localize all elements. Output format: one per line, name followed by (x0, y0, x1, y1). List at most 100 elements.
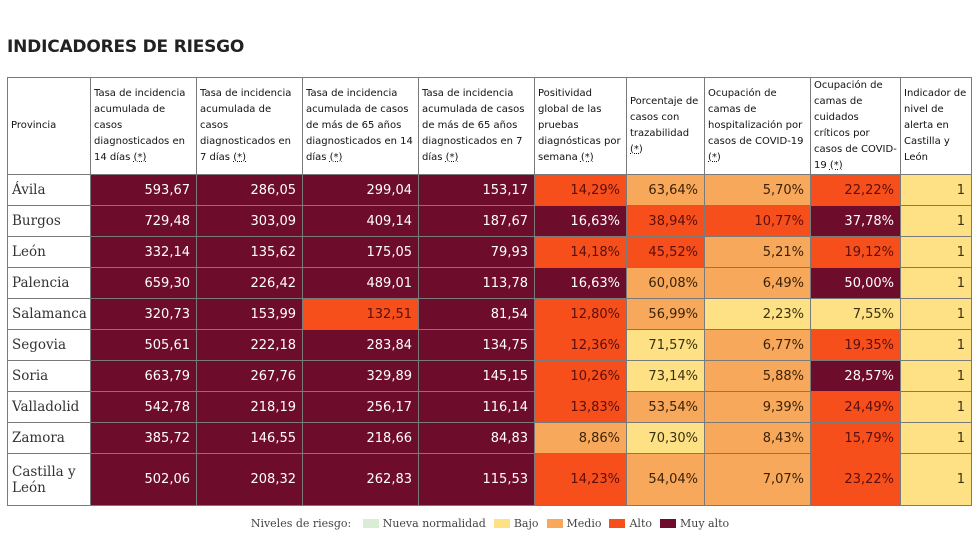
province-cell: Burgos (7, 205, 91, 237)
column-header-label: Tasa de incidencia acumulada de casos di… (94, 88, 186, 163)
table-row: Segovia 505,61 222,18 283,84 134,75 12,36% 71,… (7, 329, 972, 361)
indicator-value-cell: 542,78 (90, 391, 197, 423)
legend-label: Niveles de riesgo: (250, 517, 352, 530)
indicator-value-cell: 16,63% (534, 205, 627, 237)
province-cell: Ávila (7, 174, 91, 206)
legend-item-alto: Alto (609, 517, 652, 530)
indicator-value-cell: 7,07% (704, 453, 811, 506)
indicator-value-cell: 153,99 (196, 298, 303, 330)
indicator-value-cell: 489,01 (302, 267, 419, 299)
indicator-value-cell: 8,43% (704, 422, 811, 454)
column-header: Positividad global de las pruebas diagnó… (534, 77, 627, 175)
indicator-value-cell: 24,49% (810, 391, 901, 423)
indicator-value-cell: 218,66 (302, 422, 419, 454)
indicator-value-cell: 9,39% (704, 391, 811, 423)
indicator-value-cell: 135,62 (196, 236, 303, 268)
province-cell: Castilla y León (7, 453, 91, 506)
indicator-value-cell: 218,19 (196, 391, 303, 423)
legend-item-medio: Medio (546, 517, 601, 530)
indicator-value-cell: 6,49% (704, 267, 811, 299)
province-cell: Segovia (7, 329, 91, 361)
table-row: Valladolid 542,78 218,19 256,17 116,14 13,83%… (7, 391, 972, 423)
indicator-value-cell: 16,63% (534, 267, 627, 299)
indicator-value-cell: 332,14 (90, 236, 197, 268)
indicator-value-cell: 153,17 (418, 174, 535, 206)
indicator-value-cell: 256,17 (302, 391, 419, 423)
column-header: Porcentaje de casos con trazabilidad (*) (626, 77, 705, 175)
indicator-value-cell: 175,05 (302, 236, 419, 268)
indicator-value-cell: 1 (900, 174, 972, 206)
indicator-value-cell: 187,67 (418, 205, 535, 237)
indicator-value-cell: 286,05 (196, 174, 303, 206)
table-header-row: Provincia Tasa de incidencia acumulada de… (7, 77, 972, 175)
footnote-link[interactable]: (*) (708, 152, 721, 163)
indicator-value-cell: 73,14% (626, 360, 705, 392)
indicator-value-cell: 54,04% (626, 453, 705, 506)
legend-item-bajo: Bajo (493, 517, 539, 530)
indicator-value-cell: 13,83% (534, 391, 627, 423)
indicator-value-cell: 10,77% (704, 205, 811, 237)
footnote-link[interactable]: (*) (233, 152, 246, 163)
indicator-value-cell: 663,79 (90, 360, 197, 392)
footnote-link[interactable]: (*) (580, 152, 594, 163)
legend-swatch (660, 519, 676, 528)
legend-swatch (609, 519, 626, 528)
footnote-link[interactable]: (*) (329, 152, 343, 163)
legend-item-muyalto: Muy alto (660, 517, 729, 530)
indicator-value-cell: 79,93 (418, 236, 535, 268)
province-cell: Zamora (7, 422, 91, 454)
indicator-value-cell: 1 (900, 267, 972, 299)
indicator-value-cell: 729,48 (90, 205, 197, 237)
indicator-value-cell: 134,75 (418, 329, 535, 361)
indicator-value-cell: 1 (900, 329, 972, 361)
indicator-value-cell: 14,23% (534, 453, 627, 506)
column-header-label: Ocupación de camas de cuidados críticos … (814, 80, 897, 171)
indicator-value-cell: 14,29% (534, 174, 627, 206)
column-header-label: Tasa de incidencia acumulada de casos de… (422, 88, 525, 163)
legend-item-label: Alto (629, 517, 652, 530)
indicator-value-cell: 37,78% (810, 205, 901, 237)
indicator-value-cell: 299,04 (302, 174, 419, 206)
indicator-value-cell: 63,64% (626, 174, 705, 206)
indicator-value-cell: 267,76 (196, 360, 303, 392)
indicator-value-cell: 1 (900, 236, 972, 268)
column-header: Tasa de incidencia acumulada de casos de… (302, 77, 419, 175)
indicator-value-cell: 23,22% (810, 453, 901, 506)
indicator-value-cell: 50,00% (810, 267, 901, 299)
province-cell: León (7, 236, 91, 268)
indicator-value-cell: 38,94% (626, 205, 705, 237)
indicator-value-cell: 1 (900, 360, 972, 392)
table-row: Zamora 385,72 146,55 218,66 84,83 8,86% 70,30%… (7, 422, 972, 454)
indicator-value-cell: 56,99% (626, 298, 705, 330)
footnote-link[interactable]: (*) (630, 144, 643, 155)
indicator-value-cell: 71,57% (626, 329, 705, 361)
column-header: Tasa de incidencia acumulada de casos di… (90, 77, 197, 175)
column-header: Ocupación de camas de hospitalización po… (704, 77, 811, 175)
indicator-value-cell: 53,54% (626, 391, 705, 423)
indicator-value-cell: 320,73 (90, 298, 197, 330)
indicator-value-cell: 12,36% (534, 329, 627, 361)
risk-indicators-table: Provincia Tasa de incidencia acumulada de… (7, 77, 972, 506)
footnote-link[interactable]: (*) (133, 152, 147, 163)
table-row: Palencia 659,30 226,42 489,01 113,78 16,63% 60… (7, 267, 972, 299)
legend-item-label: Bajo (513, 517, 539, 530)
indicator-value-cell: 10,26% (534, 360, 627, 392)
legend-item-label: Muy alto (680, 517, 730, 530)
indicator-value-cell: 502,06 (90, 453, 197, 506)
footnote-link[interactable]: (*) (829, 160, 843, 171)
indicator-value-cell: 115,53 (418, 453, 535, 506)
footnote-link[interactable]: (*) (445, 152, 459, 163)
column-header: Tasa de incidencia acumulada de casos di… (196, 77, 303, 175)
indicator-value-cell: 84,83 (418, 422, 535, 454)
province-cell: Soria (7, 360, 91, 392)
table-row: Ávila 593,67 286,05 299,04 153,17 14,29% 63,64… (7, 174, 972, 206)
legend-item-label: Nueva normalidad (382, 517, 486, 530)
column-header-label: Porcentaje de casos con trazabilidad (630, 96, 699, 139)
indicator-value-cell: 113,78 (418, 267, 535, 299)
column-header-label: Ocupación de camas de hospitalización po… (708, 88, 804, 147)
indicator-value-cell: 15,79% (810, 422, 901, 454)
indicator-value-cell: 1 (900, 422, 972, 454)
indicator-value-cell: 6,77% (704, 329, 811, 361)
province-cell: Salamanca (7, 298, 91, 330)
indicator-value-cell: 1 (900, 391, 972, 423)
